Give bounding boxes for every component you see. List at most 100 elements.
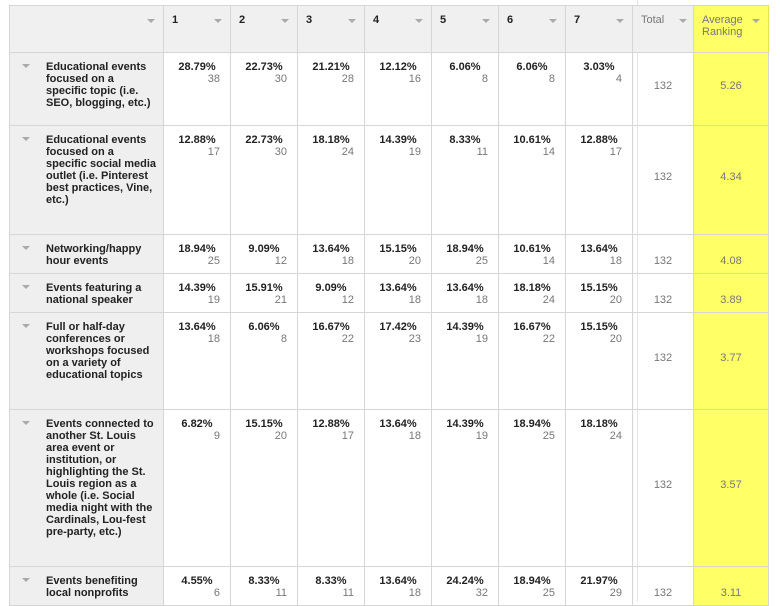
row-question-cell[interactable]: Events featuring a national speaker (9, 273, 164, 313)
rank-percentage: 8.33% (315, 575, 347, 587)
rank-percentage: 12.88% (312, 418, 350, 430)
rank-count: 14 (542, 146, 555, 158)
rank-column-label: 5 (440, 14, 447, 26)
chevron-down-icon[interactable] (22, 421, 30, 425)
rank-count: 18 (408, 294, 421, 306)
rank-column-header-2[interactable]: 2 (230, 5, 298, 53)
chevron-down-icon[interactable] (752, 19, 760, 23)
row-question-label: Events connected to another St. Louis ar… (46, 418, 154, 538)
row-question-cell[interactable]: Educational events focused on a specific… (9, 125, 164, 235)
rank-column-header-6[interactable]: 6 (498, 5, 566, 53)
rank-percentage: 3.03% (583, 61, 615, 73)
rank-cell: 13.64% 18 (364, 409, 432, 567)
rank-percentage: 18.94% (446, 243, 484, 255)
rank-percentage: 18.18% (513, 282, 551, 294)
chevron-down-icon[interactable] (22, 64, 30, 68)
rank-percentage: 15.15% (379, 243, 417, 255)
average-ranking-label-line1: Average (702, 14, 743, 26)
total-column-label: Total (641, 14, 665, 26)
row-question-cell[interactable]: Networking/happy hour events (9, 234, 164, 274)
chevron-down-icon[interactable] (281, 19, 289, 23)
rank-count: 25 (542, 430, 555, 442)
chevron-down-icon[interactable] (348, 19, 356, 23)
rank-cell: 9.09% 12 (230, 234, 298, 274)
rank-cell: 6.06% 8 (498, 52, 566, 126)
rank-count: 20 (609, 333, 622, 345)
rank-percentage: 24.24% (446, 575, 484, 587)
rank-count: 25 (542, 587, 555, 599)
chevron-down-icon[interactable] (616, 19, 624, 23)
rank-percentage: 15.15% (580, 321, 618, 333)
rank-percentage: 12.88% (178, 134, 216, 146)
rank-count: 18 (341, 255, 354, 267)
row-question-label: Educational events focused on a specific… (46, 61, 151, 109)
chevron-down-icon[interactable] (679, 19, 687, 23)
rank-count: 24 (341, 146, 354, 158)
rank-percentage: 18.94% (513, 575, 551, 587)
rank-count: 17 (207, 146, 220, 158)
rank-count: 20 (609, 294, 622, 306)
question-column-header[interactable] (9, 5, 164, 53)
rank-count: 21 (274, 294, 287, 306)
chevron-down-icon[interactable] (214, 19, 222, 23)
chevron-down-icon[interactable] (482, 19, 490, 23)
rank-column-header-7[interactable]: 7 (565, 5, 633, 53)
rank-cell: 18.94% 25 (163, 234, 231, 274)
rank-percentage: 12.88% (580, 134, 618, 146)
chevron-down-icon[interactable] (22, 578, 30, 582)
row-question-cell[interactable]: Events benefiting local nonprofits (9, 566, 164, 606)
row-question-label: Educational events focused on a specific… (46, 134, 157, 206)
rank-cell: 22.73% 30 (230, 125, 298, 235)
rank-percentage: 14.39% (379, 134, 417, 146)
row-average-ranking: 5.26 (693, 52, 769, 126)
rank-cell: 8.33% 11 (431, 125, 499, 235)
rank-cell: 14.39% 19 (364, 125, 432, 235)
chevron-down-icon[interactable] (22, 285, 30, 289)
rank-count: 30 (274, 73, 287, 85)
chevron-down-icon[interactable] (549, 19, 557, 23)
row-question-label: Events benefiting local nonprofits (46, 575, 138, 599)
rank-percentage: 9.09% (315, 282, 347, 294)
rank-percentage: 15.15% (245, 418, 283, 430)
rank-column-label: 3 (306, 14, 313, 26)
row-question-cell[interactable]: Events connected to another St. Louis ar… (9, 409, 164, 567)
total-column-header[interactable]: Total (632, 5, 694, 53)
rank-column-label: 7 (574, 14, 581, 26)
rank-column-header-1[interactable]: 1 (163, 5, 231, 53)
rank-column-header-3[interactable]: 3 (297, 5, 365, 53)
average-ranking-column-header[interactable]: Average Ranking (693, 5, 769, 53)
rank-cell: 3.03% 4 (565, 52, 633, 126)
rank-cell: 21.21% 28 (297, 52, 365, 126)
chevron-down-icon[interactable] (415, 19, 423, 23)
rank-percentage: 14.39% (446, 418, 484, 430)
chevron-down-icon[interactable] (22, 137, 30, 141)
rank-cell: 15.15% 20 (230, 409, 298, 567)
rank-count: 16 (408, 73, 421, 85)
row-question-cell[interactable]: Full or half-day conferences or workshop… (9, 312, 164, 410)
rank-cell: 13.64% 18 (364, 566, 432, 606)
rank-count: 32 (475, 587, 488, 599)
rank-column-header-4[interactable]: 4 (364, 5, 432, 53)
rank-count: 24 (609, 430, 622, 442)
chevron-down-icon[interactable] (147, 19, 155, 23)
rank-cell: 8.33% 11 (297, 566, 365, 606)
row-question-cell[interactable]: Educational events focused on a specific… (9, 52, 164, 126)
chevron-down-icon[interactable] (22, 246, 30, 250)
rank-percentage: 18.18% (580, 418, 618, 430)
rank-percentage: 13.64% (580, 243, 618, 255)
rank-count: 14 (542, 255, 555, 267)
rank-cell: 14.39% 19 (163, 273, 231, 313)
rank-cell: 18.94% 25 (431, 234, 499, 274)
chevron-down-icon[interactable] (22, 324, 30, 328)
rank-column-header-5[interactable]: 5 (431, 5, 499, 53)
rank-cell: 18.18% 24 (297, 125, 365, 235)
rank-percentage: 15.15% (580, 282, 618, 294)
rank-cell: 6.06% 8 (431, 52, 499, 126)
rank-count: 8 (481, 73, 488, 85)
rank-count: 19 (475, 430, 488, 442)
rank-percentage: 13.64% (178, 321, 216, 333)
rank-count: 22 (341, 333, 354, 345)
rank-percentage: 22.73% (245, 134, 283, 146)
rank-count: 19 (207, 294, 220, 306)
